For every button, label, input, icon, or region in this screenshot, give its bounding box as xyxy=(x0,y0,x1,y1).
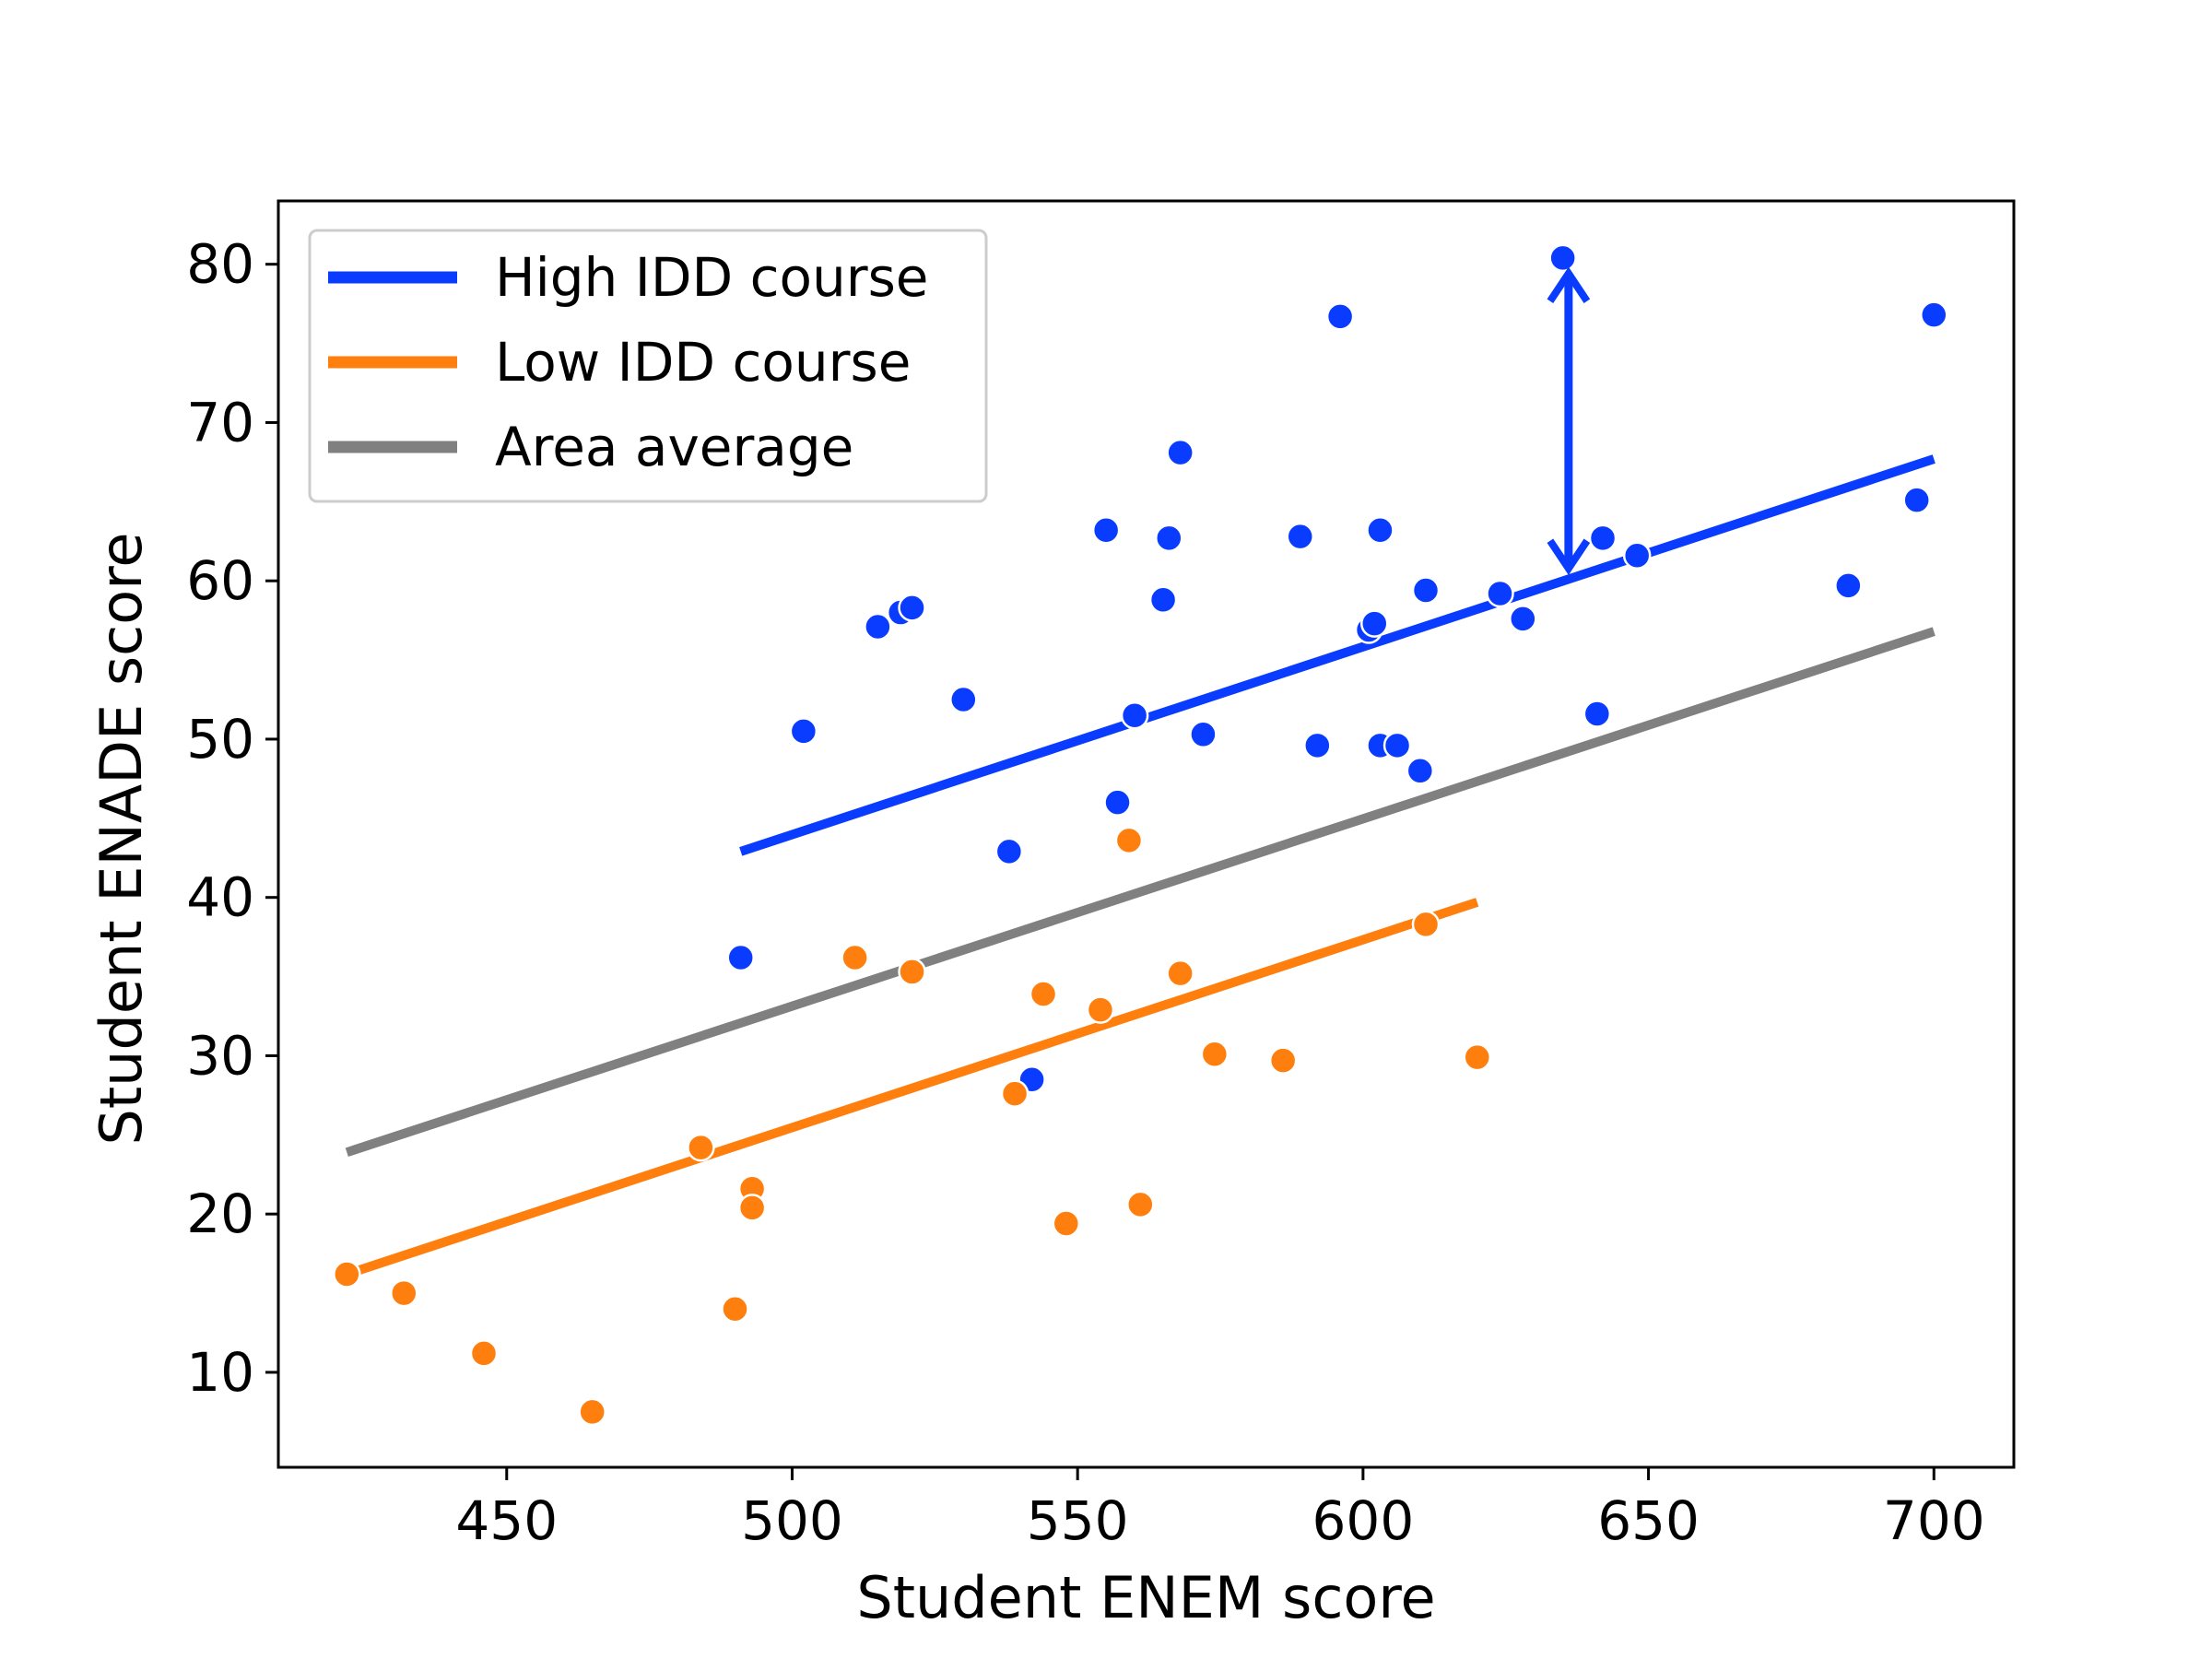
scatter-point xyxy=(1286,522,1314,551)
scatter-point xyxy=(1303,731,1332,760)
axes: 450 500 550 600 650 700 10 20 30 40 50 60 70 80 xyxy=(186,233,1984,1552)
scatter-point xyxy=(721,1295,749,1324)
y-tick-label: 10 xyxy=(186,1341,254,1404)
scatter-point xyxy=(1103,788,1132,817)
scatter-point xyxy=(737,1194,767,1222)
scatter-point xyxy=(841,943,869,972)
scatter-point xyxy=(1200,1040,1230,1068)
scatter-point xyxy=(1114,826,1144,855)
y-tick-label: 80 xyxy=(186,233,254,296)
scatter-point xyxy=(1463,1042,1492,1072)
legend-label: Area average xyxy=(495,416,853,478)
scatter-point xyxy=(1548,243,1577,273)
scatter-point xyxy=(1622,541,1652,570)
scatter-point xyxy=(1029,980,1058,1008)
y-tick-label: 50 xyxy=(186,708,254,771)
scatter-point xyxy=(1166,438,1194,467)
scatter-point xyxy=(1268,1046,1298,1075)
scatter-point xyxy=(1325,302,1355,331)
scatter-point xyxy=(1411,576,1441,605)
fit-lines xyxy=(345,454,1936,1279)
scatter-point xyxy=(1509,605,1537,633)
scatter-point xyxy=(864,612,892,641)
scatter-point xyxy=(333,1260,361,1288)
y-tick-label: 30 xyxy=(186,1024,254,1087)
scatter-point xyxy=(1052,1209,1081,1238)
scatter-point xyxy=(1148,585,1178,615)
scatter-point xyxy=(1126,1190,1155,1219)
scatter-point xyxy=(687,1133,715,1162)
y-axis-title: Student ENADE score xyxy=(88,533,155,1146)
fit-line xyxy=(739,454,1936,856)
legend: High IDD course Low IDD course Area averag… xyxy=(308,229,988,503)
x-axis-title: Student ENEM score xyxy=(856,1564,1435,1631)
scatter-point xyxy=(726,943,755,972)
scatter-point xyxy=(1406,757,1435,785)
y-tick-label: 60 xyxy=(186,549,254,612)
scatter-point xyxy=(1086,995,1115,1024)
scatter-point xyxy=(1486,579,1514,608)
arrow-head-up xyxy=(1547,266,1591,303)
scatter-point xyxy=(1583,700,1612,728)
scatter-point xyxy=(469,1339,499,1368)
scatter-point xyxy=(1155,524,1183,553)
legend-label: High IDD course xyxy=(495,246,929,309)
scatter-point xyxy=(1411,910,1441,939)
scatter-point xyxy=(390,1278,418,1308)
scatter-point xyxy=(1091,515,1121,545)
y-tick-label: 40 xyxy=(186,866,254,929)
fit-line xyxy=(345,898,1479,1279)
scatter-point xyxy=(1902,486,1931,514)
scatter-point xyxy=(1588,524,1618,553)
data-points xyxy=(333,243,1948,1427)
x-tick-label: 550 xyxy=(1027,1489,1129,1552)
scatter-point xyxy=(1920,300,1948,329)
scatter-point xyxy=(949,685,978,714)
arrow-head-down xyxy=(1547,538,1591,575)
fit-line xyxy=(345,627,1936,1157)
scatter-point xyxy=(1000,1079,1030,1108)
x-tick-label: 700 xyxy=(1883,1489,1985,1552)
x-tick-label: 450 xyxy=(455,1489,558,1552)
scatter-point xyxy=(1366,515,1394,545)
y-tick-label: 70 xyxy=(186,391,254,453)
scatter-point xyxy=(578,1397,606,1427)
x-tick-label: 500 xyxy=(741,1489,843,1552)
scatter-point xyxy=(1166,959,1194,988)
legend-box xyxy=(308,229,988,503)
x-tick-label: 600 xyxy=(1312,1489,1415,1552)
scatter-point xyxy=(898,594,926,622)
scatter-point xyxy=(898,958,926,986)
scatter-point xyxy=(1189,720,1218,749)
scatter-point xyxy=(1360,609,1389,638)
scatter-point xyxy=(1120,700,1149,730)
scatter-point xyxy=(1382,731,1412,760)
x-tick-label: 650 xyxy=(1597,1489,1700,1552)
plot-frame xyxy=(276,199,2016,1469)
scatter-point xyxy=(1834,571,1863,600)
scatter-point xyxy=(789,717,818,746)
y-tick-label: 20 xyxy=(186,1182,254,1245)
legend-label: Low IDD course xyxy=(495,331,911,394)
annotations xyxy=(1547,266,1591,575)
scatter-point xyxy=(994,837,1024,866)
